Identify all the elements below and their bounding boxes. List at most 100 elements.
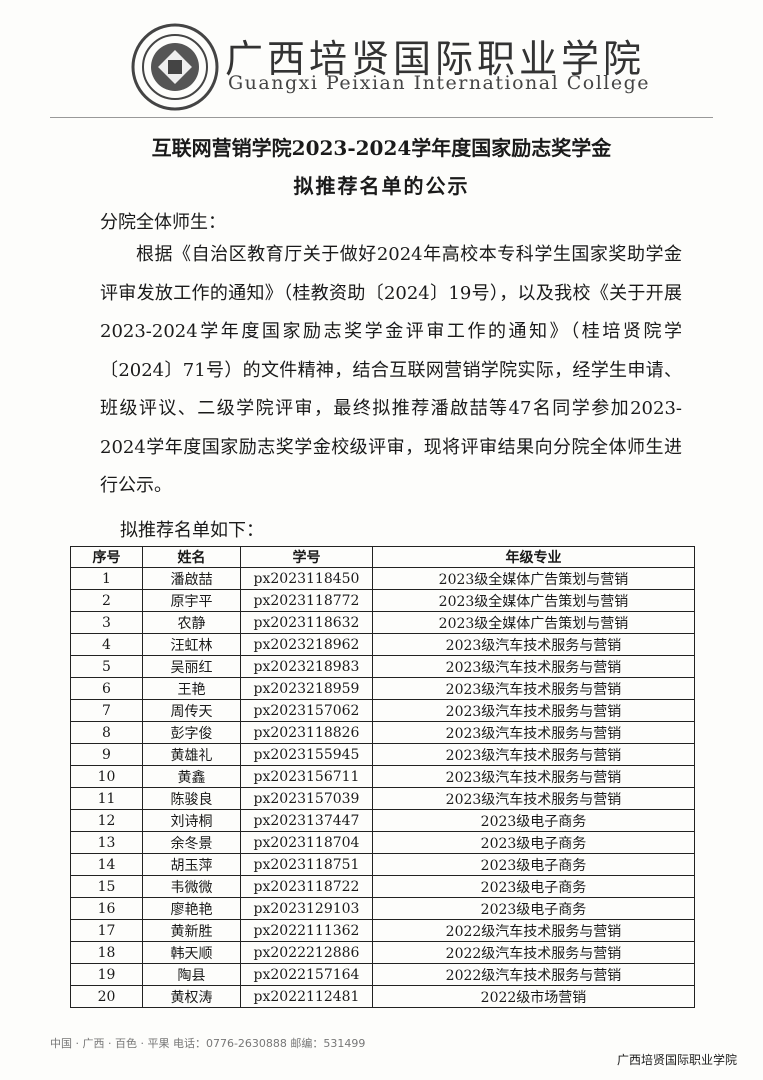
table-row: 7 周传天 px2023157062 2023级汽车技术服务与营销 [70,699,695,722]
table-cell: 2023级汽车技术服务与营销 [372,655,695,678]
table-cell: px2023218983 [240,655,373,678]
table-row: 6 王艳 px2023218959 2023级汽车技术服务与营销 [70,677,695,700]
table-row: 4 汪虹林 px2023218962 2023级汽车技术服务与营销 [70,633,695,656]
column-header: 姓名 [142,546,241,568]
table-cell: 2023级汽车技术服务与营销 [372,677,695,700]
table-cell: 2023级汽车技术服务与营销 [372,699,695,722]
table-row: 13 余冬景 px2023118704 2023级电子商务 [70,831,695,854]
table-cell: 13 [70,831,143,854]
table-cell: 刘诗桐 [142,809,241,832]
table-cell: 韦微微 [142,875,241,898]
table-cell: 2023级电子商务 [372,809,695,832]
table-row: 19 陶县 px2022157164 2022级汽车技术服务与营销 [70,963,695,986]
header-row: 序号 姓名 学号 年级专业 [70,546,695,568]
table-cell: 10 [70,765,143,788]
table-cell: px2023118450 [240,567,373,590]
table-cell: 王艳 [142,677,241,700]
table-cell: 2022级汽车技术服务与营销 [372,919,695,942]
table-cell: 2023级电子商务 [372,897,695,920]
table-cell: 2 [70,589,143,612]
table-row: 1 潘啟喆 px2023118450 2023级全媒体广告策划与营销 [70,567,695,590]
table-cell: 2023级电子商务 [372,853,695,876]
table-cell: 20 [70,985,143,1008]
table-row: 2 原宇平 px2023118772 2023级全媒体广告策划与营销 [70,589,695,612]
table-row: 14 胡玉萍 px2023118751 2023级电子商务 [70,853,695,876]
table-cell: px2022212886 [240,941,373,964]
column-header: 序号 [70,546,143,568]
table-cell: 14 [70,853,143,876]
table-cell: 1 [70,567,143,590]
table-cell: 2023级电子商务 [372,875,695,898]
table-cell: 4 [70,633,143,656]
table-cell: 余冬景 [142,831,241,854]
table-row: 9 黄雄礼 px2023155945 2023级汽车技术服务与营销 [70,743,695,766]
table-cell: 周传天 [142,699,241,722]
table-cell: 胡玉萍 [142,853,241,876]
table-cell: px2023118722 [240,875,373,898]
table-cell: 陶县 [142,963,241,986]
table-cell: 15 [70,875,143,898]
table-cell: 5 [70,655,143,678]
table-row: 11 陈骏良 px2023157039 2023级汽车技术服务与营销 [70,787,695,810]
table-row: 10 黄鑫 px2023156711 2023级汽车技术服务与营销 [70,765,695,788]
table-cell: 汪虹林 [142,633,241,656]
table-cell: px2023155945 [240,743,373,766]
table-cell: px2023118632 [240,611,373,634]
table-cell: px2023129103 [240,897,373,920]
table-cell: 陈骏良 [142,787,241,810]
table-row: 16 廖艳艳 px2023129103 2023级电子商务 [70,897,695,920]
divider [50,117,713,118]
table-cell: px2022111362 [240,919,373,942]
table-cell: px2023137447 [240,809,373,832]
college-name: 广西培贤国际职业学院 [225,37,646,81]
table-cell: 吴丽红 [142,655,241,678]
table-cell: 2023级全媒体广告策划与营销 [372,589,695,612]
table-row: 3 农静 px2023118632 2023级全媒体广告策划与营销 [70,611,695,634]
table-row: 5 吴丽红 px2023218983 2023级汽车技术服务与营销 [70,655,695,678]
table-cell: 7 [70,699,143,722]
table-cell: 2022级汽车技术服务与营销 [372,941,695,964]
table-cell: 2023级汽车技术服务与营销 [372,743,695,766]
logo [131,23,219,111]
table-cell: px2023218959 [240,677,373,700]
footer-address: 中国 · 广西 · 百色 · 平果 电话：0776-2630888 邮编：531… [50,1037,366,1050]
table-cell: 彭字俊 [142,721,241,744]
table-cell: px2023156711 [240,765,373,788]
table-cell: px2023118826 [240,721,373,744]
table-cell: px2023118704 [240,831,373,854]
table-cell: 黄权涛 [142,985,241,1008]
table-cell: 2022级市场营销 [372,985,695,1008]
table-cell: 黄新胜 [142,919,241,942]
table-cell: 潘啟喆 [142,567,241,590]
table-body: 1 潘啟喆 px2023118450 2023级全媒体广告策划与营销 2 原宇平 px202… [70,567,695,1008]
table-cell: 12 [70,809,143,832]
table-row: 20 黄权涛 px2022112481 2022级市场营销 [70,985,695,1008]
table-row: 12 刘诗桐 px2023137447 2023级电子商务 [70,809,695,832]
table-cell: px2023118772 [240,589,373,612]
table-cell: px2023157039 [240,787,373,810]
table-cell: 16 [70,897,143,920]
table-cell: 2023级汽车技术服务与营销 [372,633,695,656]
table-cell: 6 [70,677,143,700]
table-cell: px2023157062 [240,699,373,722]
table-cell: 廖艳艳 [142,897,241,920]
paragraph: 根据《自治区教育厅关于做好2024年高校本专科学生国家奖助学金评审发放工作的通知… [100,244,682,496]
table-cell: 2023级全媒体广告策划与营销 [372,611,695,634]
table-cell: 2023级电子商务 [372,831,695,854]
table-cell: 农静 [142,611,241,634]
table-cell: 2022级汽车技术服务与营销 [372,963,695,986]
table-cell: px2022112481 [240,985,373,1008]
table-cell: 11 [70,787,143,810]
table-cell: 18 [70,941,143,964]
table-row: 18 韩天顺 px2022212886 2022级汽车技术服务与营销 [70,941,695,964]
table-cell: 原宇平 [142,589,241,612]
table-row: 17 黄新胜 px2022111362 2022级汽车技术服务与营销 [70,919,695,942]
list-intro: 拟推荐名单如下： [120,520,264,541]
greeting: 分院全体师生： [100,212,226,233]
column-header: 学号 [240,546,373,568]
table-cell: px2023118751 [240,853,373,876]
table-cell: 2023级汽车技术服务与营销 [372,787,695,810]
table-cell: 黄雄礼 [142,743,241,766]
table-cell: 2023级汽车技术服务与营销 [372,765,695,788]
table: 序号 姓名 学号 年级专业 1 潘啟喆 px2023118450 2023级全媒体广告策划与… [70,546,695,1008]
